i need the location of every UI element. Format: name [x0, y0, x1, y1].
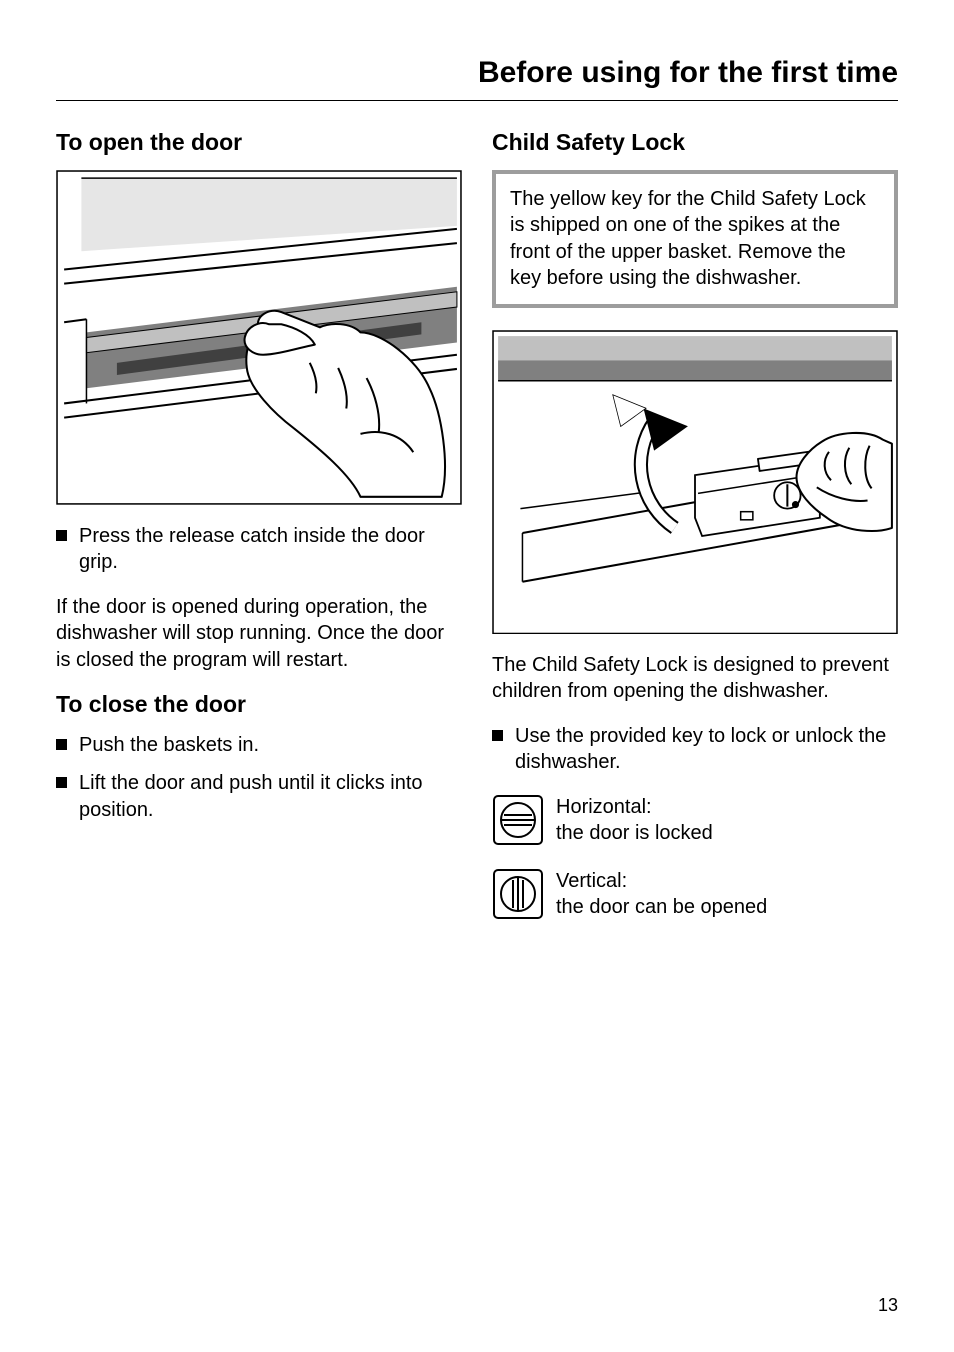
open-door-heading: To open the door	[56, 129, 462, 156]
open-door-illustration	[56, 170, 462, 505]
bullet-text: Lift the door and push until it clicks i…	[79, 770, 462, 823]
right-column: Child Safety Lock The yellow key for the…	[492, 129, 898, 942]
page-number: 13	[878, 1295, 898, 1316]
lock-desc: the door is locked	[556, 822, 713, 844]
list-item: Lift the door and push until it clicks i…	[56, 770, 462, 823]
bullet-icon	[56, 530, 67, 541]
lock-horizontal-text: Horizontal: the door is locked	[556, 794, 713, 846]
lock-horizontal-row: Horizontal: the door is locked	[492, 794, 898, 846]
child-safety-heading: Child Safety Lock	[492, 129, 898, 156]
page-title: Before using for the first time	[56, 56, 898, 101]
open-door-body: If the door is opened during operation, …	[56, 594, 462, 673]
lock-horizontal-icon	[492, 794, 544, 846]
child-safety-body: The Child Safety Lock is designed to pre…	[492, 652, 898, 705]
bullet-text: Push the baskets in.	[79, 732, 259, 758]
bullet-icon	[492, 730, 503, 741]
bullet-icon	[56, 739, 67, 750]
page: Before using for the first time To open …	[0, 0, 954, 1352]
list-item: Push the baskets in.	[56, 732, 462, 758]
lock-vertical-icon	[492, 868, 544, 920]
bullet-icon	[56, 777, 67, 788]
child-safety-bullets: Use the provided key to lock or unlock t…	[492, 723, 898, 776]
list-item: Press the release catch inside the door …	[56, 523, 462, 576]
bullet-text: Press the release catch inside the door …	[79, 523, 462, 576]
list-item: Use the provided key to lock or unlock t…	[492, 723, 898, 776]
bullet-text: Use the provided key to lock or unlock t…	[515, 723, 898, 776]
lock-desc: the door can be opened	[556, 896, 767, 918]
lock-label: Horizontal:	[556, 796, 652, 818]
open-door-bullets: Press the release catch inside the door …	[56, 523, 462, 576]
content-columns: To open the door	[56, 129, 898, 942]
lock-label: Vertical:	[556, 870, 627, 892]
lock-vertical-text: Vertical: the door can be opened	[556, 868, 767, 920]
close-door-bullets: Push the baskets in. Lift the door and p…	[56, 732, 462, 823]
left-column: To open the door	[56, 129, 462, 942]
close-door-heading: To close the door	[56, 691, 462, 718]
child-safety-illustration	[492, 330, 898, 635]
lock-vertical-row: Vertical: the door can be opened	[492, 868, 898, 920]
callout-box: The yellow key for the Child Safety Lock…	[492, 170, 898, 308]
